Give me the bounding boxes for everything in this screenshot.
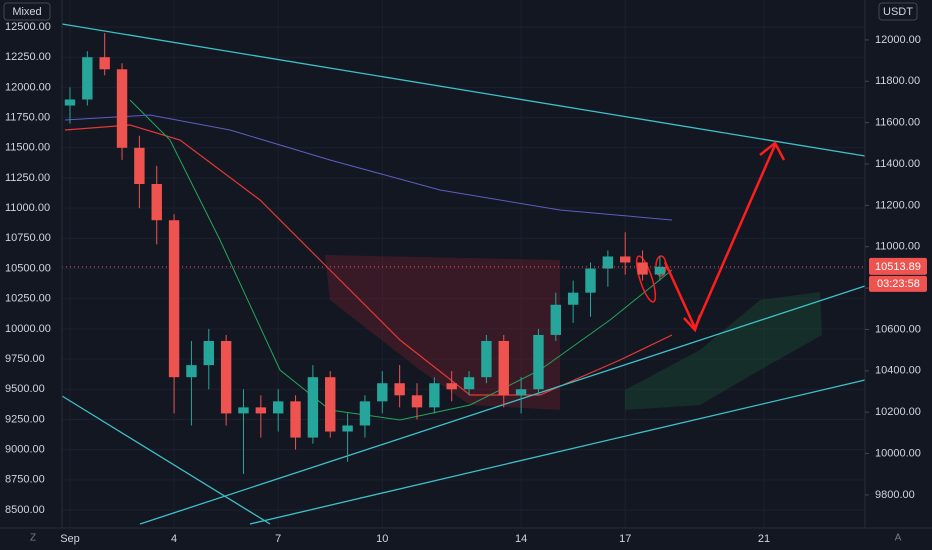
y-tick-label: 11250.00 bbox=[5, 172, 50, 184]
countdown-label: 03:23:58 bbox=[877, 278, 920, 290]
candle-body bbox=[585, 268, 596, 293]
arrow-head bbox=[683, 314, 702, 333]
y-tick-label: 10000.00 bbox=[5, 323, 51, 335]
x-tick-label: 10 bbox=[376, 533, 388, 545]
y2-tick-label: 10000.00 bbox=[875, 447, 921, 459]
candle-body bbox=[550, 304, 562, 335]
y-tick-label: 12250.00 bbox=[5, 51, 51, 63]
y-tick-label: 10250.00 bbox=[5, 293, 51, 305]
highlight-ellipse bbox=[655, 255, 667, 277]
auto-button[interactable]: A bbox=[895, 533, 902, 544]
y2-tick-label: 12000.00 bbox=[875, 34, 921, 46]
x-tick-label: 4 bbox=[171, 533, 177, 545]
y-tick-label: 12500.00 bbox=[5, 21, 51, 33]
highlight-ellipse bbox=[635, 255, 657, 303]
candle-body bbox=[220, 340, 232, 414]
y2-tick-label: 10200.00 bbox=[875, 406, 921, 418]
candle-body bbox=[654, 266, 666, 275]
candle-body bbox=[533, 334, 544, 390]
mixed-button[interactable]: Mixed bbox=[12, 6, 41, 18]
y-tick-label: 10500.00 bbox=[5, 262, 51, 274]
countdown-tag bbox=[869, 275, 927, 292]
candle-body bbox=[255, 407, 267, 414]
x-tick-label: 17 bbox=[619, 533, 631, 545]
y2-tick-label: 10600.00 bbox=[875, 323, 921, 335]
y-tick-label: 9000.00 bbox=[5, 444, 45, 456]
y-tick-label: 12000.00 bbox=[5, 81, 51, 93]
candle-body bbox=[394, 383, 405, 396]
candle-body bbox=[151, 184, 162, 221]
y2-tick-label: 11600.00 bbox=[875, 117, 920, 129]
candle-body bbox=[429, 383, 440, 408]
candle-body bbox=[602, 256, 614, 269]
trend-line bbox=[61, 23, 866, 157]
y-tick-label: 11500.00 bbox=[5, 142, 50, 154]
trend-line bbox=[61, 395, 271, 525]
candle-body bbox=[515, 389, 527, 396]
candle-body bbox=[463, 377, 475, 390]
arrow-head bbox=[759, 141, 786, 161]
candle-body bbox=[238, 407, 249, 414]
candle-body bbox=[637, 262, 648, 275]
axes: 12500.00 12250.00 12000.00 11750.00 11500.00… bbox=[5, 21, 927, 545]
grid bbox=[62, 0, 865, 528]
candle-body bbox=[99, 57, 110, 70]
candle-body bbox=[82, 57, 93, 100]
y2-tick-label: 11800.00 bbox=[875, 75, 920, 87]
y2-tick-label: 9800.00 bbox=[875, 489, 915, 501]
candle-body bbox=[290, 401, 301, 438]
currency-button-frame[interactable] bbox=[878, 2, 918, 21]
y-tick-label: 9250.00 bbox=[5, 413, 45, 425]
y-tick-label: 8750.00 bbox=[5, 474, 45, 486]
mixed-button-frame[interactable] bbox=[3, 2, 51, 21]
candle-body bbox=[498, 340, 509, 396]
candle-body bbox=[359, 401, 371, 426]
candle-body bbox=[620, 256, 631, 263]
candle-body bbox=[446, 383, 457, 390]
candle-body bbox=[481, 340, 492, 378]
candle-body bbox=[186, 365, 197, 378]
moving-average bbox=[64, 124, 673, 396]
log-button[interactable]: Z bbox=[30, 533, 36, 544]
x-tick-label: 7 bbox=[275, 533, 281, 545]
y-tick-label: 9750.00 bbox=[5, 353, 45, 365]
moving-average bbox=[64, 114, 673, 221]
candles bbox=[62, 33, 865, 474]
candle-body bbox=[377, 383, 388, 402]
trend-line bbox=[249, 379, 866, 525]
y2-tick-label: 11000.00 bbox=[875, 241, 920, 253]
trend-line bbox=[139, 285, 866, 525]
candle-body bbox=[567, 292, 579, 305]
candle-body bbox=[203, 340, 214, 366]
candle-body bbox=[272, 401, 284, 414]
time-axis-panel bbox=[0, 528, 932, 550]
y2-tick-label: 11400.00 bbox=[875, 158, 920, 170]
y-tick-label: 9500.00 bbox=[5, 383, 45, 395]
candle-body bbox=[307, 377, 319, 438]
y2-tick-label: 10400.00 bbox=[875, 365, 921, 377]
left-axis-panel bbox=[0, 0, 62, 528]
candle-body bbox=[325, 377, 336, 432]
last-price-label: 10513.89 bbox=[875, 261, 921, 273]
y-tick-label: 11000.00 bbox=[5, 202, 50, 214]
x-tick-label: 21 bbox=[758, 533, 770, 545]
x-tick-label: Sep bbox=[60, 533, 80, 545]
candle-body bbox=[168, 220, 180, 378]
currency-button[interactable]: USDT bbox=[883, 6, 913, 18]
last-price-tag bbox=[869, 257, 927, 275]
candle-body bbox=[411, 395, 423, 408]
y2-tick-label: 11200.00 bbox=[875, 199, 920, 211]
candle-body bbox=[134, 147, 145, 185]
y-tick-label: 10750.00 bbox=[5, 232, 51, 244]
candle-body bbox=[342, 425, 353, 432]
candle-body bbox=[116, 69, 128, 148]
x-tick-label: 14 bbox=[515, 533, 527, 545]
candle-body bbox=[64, 99, 76, 106]
y-tick-label: 8500.00 bbox=[5, 504, 45, 516]
ichimoku-cloud bbox=[625, 292, 822, 410]
y-tick-label: 11750.00 bbox=[5, 112, 50, 124]
